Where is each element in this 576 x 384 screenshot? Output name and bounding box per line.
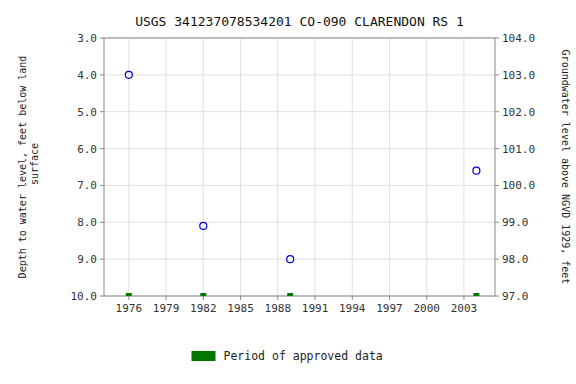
x-grid-line [315,38,316,296]
x-grid-line [277,38,278,296]
x-tick-label: 2000 [413,302,440,315]
y-tick-label: 9.0 [77,253,97,266]
y-tick-label: 8.0 [77,216,97,229]
y2-tick [495,148,499,149]
y-grid-line [104,111,495,112]
background [0,0,576,384]
y2-tick-label: 103.0 [502,69,535,82]
y-tick-label: 10.0 [71,290,98,303]
x-tick [352,296,353,300]
y-grid-line [104,74,495,75]
x-grid-line [389,38,390,296]
circle-marker [200,222,207,229]
series [126,293,480,296]
plot-frame [104,38,495,296]
x-tick [166,296,167,300]
y-tick-label: 7.0 [77,179,97,192]
x-tick [426,296,427,300]
series [125,71,480,262]
y-tick [100,74,104,75]
y2-tick-label: 102.0 [502,106,535,119]
y-tick [100,259,104,260]
x-tick-label: 1994 [339,302,366,315]
y-tick-label: 6.0 [77,143,97,156]
y-axis-label: Depth to water level, feet below land su… [17,56,40,279]
legend-swatch [192,351,216,361]
x-grid-line [240,38,241,296]
y-axis-label-line: surface [29,143,40,191]
circle-marker [287,256,294,263]
x-tick [277,296,278,300]
x-tick [203,296,204,300]
x-tick-label: 1979 [153,302,180,315]
chart-container: 1976 1979 1982 1985 1988 1991 1994 1997 2000 2003… [0,0,576,384]
y2-tick [495,259,499,260]
y2-tick [495,296,499,297]
x-axis: 1976 1979 1982 1985 1988 1991 1994 1997 2000 2003 [116,296,478,315]
y2-tick-label: 100.0 [502,179,535,192]
y-axis: 3.0 4.0 5.0 6.0 7.0 8.0 9.0 10.0 [71,32,105,303]
x-grid-line [203,38,204,296]
y2-tick [495,222,499,223]
y2-tick-label: 98.0 [502,253,529,266]
x-tick [389,296,390,300]
x-tick-label: 1976 [116,302,143,315]
grid [104,38,495,296]
circle-marker [473,167,480,174]
y2-tick-label: 101.0 [502,143,535,156]
x-tick-label: 1991 [302,302,329,315]
legend-label: Period of approved data [224,349,383,363]
y-tick-label: 4.0 [77,69,97,82]
y2-tick [495,74,499,75]
y-tick-label: 3.0 [77,32,97,45]
chart-title: USGS 341237078534201 CO-090 CLARENDON RS… [135,14,464,29]
y-tick [100,185,104,186]
y-tick [100,111,104,112]
y2-tick-label: 99.0 [502,216,529,229]
x-tick [463,296,464,300]
y-grid-line [104,185,495,186]
x-tick-label: 1982 [190,302,217,315]
x-grid-line [426,38,427,296]
y-grid-line [104,222,495,223]
x-tick [240,296,241,300]
x-grid-line [352,38,353,296]
y-grid-line [104,148,495,149]
y2-tick [495,185,499,186]
x-tick-label: 1997 [376,302,403,315]
y-tick [100,38,104,39]
x-tick [128,296,129,300]
x-grid-line [166,38,167,296]
x-tick-label: 1988 [265,302,292,315]
chart-svg: 1976 1979 1982 1985 1988 1991 1994 1997 2000 2003… [0,0,576,384]
circle-marker [125,71,132,78]
square-marker [200,293,206,296]
y2-axis: 104.0 103.0 102.0 101.0 100.0 99.0 98.0 97.0 [495,32,535,303]
y2-tick [495,111,499,112]
y-tick [100,148,104,149]
x-grid-line [128,38,129,296]
legend: Period of approved data [192,349,383,363]
y-tick-label: 5.0 [77,106,97,119]
x-grid-line [463,38,464,296]
y-tick [100,222,104,223]
square-marker [126,293,132,296]
y2-tick [495,38,499,39]
x-tick [315,296,316,300]
square-marker [473,293,479,296]
y2-axis-label: Groundwater level above NGVD 1929, feet [560,50,571,285]
y2-tick-label: 97.0 [502,290,529,303]
y2-tick-label: 104.0 [502,32,535,45]
y-axis-label-line: Depth to water level, feet below land [17,56,28,279]
x-tick-label: 1985 [227,302,254,315]
y-grid-line [104,259,495,260]
y-tick [100,296,104,297]
x-tick-label: 2003 [451,302,478,315]
square-marker [287,293,293,296]
plot-marks [125,71,480,296]
